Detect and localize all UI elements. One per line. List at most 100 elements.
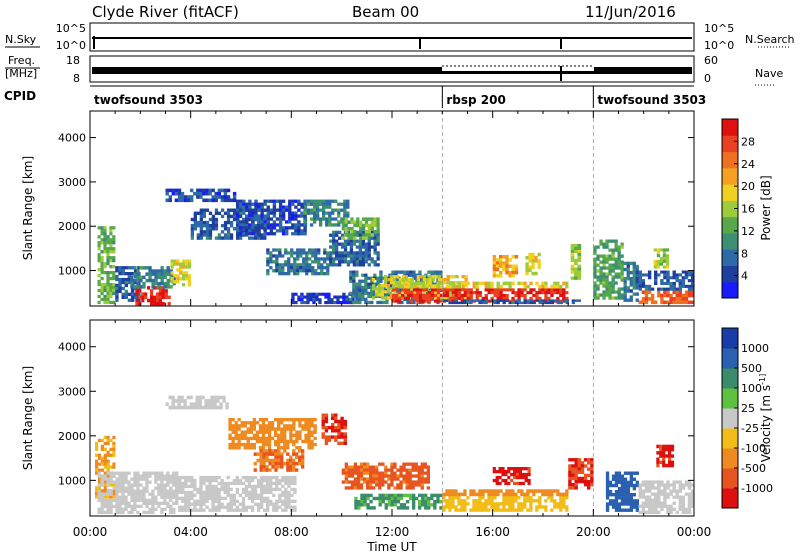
heatmap-cell	[423, 480, 427, 484]
heatmap-cell	[463, 288, 467, 292]
heatmap-cell	[103, 486, 107, 490]
heatmap-cell	[376, 223, 380, 228]
heatmap-cell	[460, 296, 464, 300]
heatmap-cell	[165, 198, 169, 203]
heatmap-cell	[420, 471, 424, 475]
heatmap-cell	[415, 288, 420, 292]
heatmap-cell	[361, 251, 365, 255]
heatmap-cell	[239, 226, 243, 230]
heatmap-cell	[160, 501, 164, 505]
heatmap-cell	[577, 464, 581, 468]
heatmap-cell	[662, 259, 667, 263]
heatmap-cell	[301, 424, 305, 428]
heatmap-cell	[298, 458, 302, 463]
heatmap-cell	[411, 468, 415, 472]
heatmap-region	[638, 480, 695, 514]
heatmap-cell	[97, 300, 101, 305]
heatmap-cell	[399, 474, 403, 478]
heatmap-cell	[660, 297, 664, 301]
heatmap-cell	[454, 505, 458, 509]
heatmap-cell	[623, 295, 627, 299]
heatmap-cell	[163, 501, 167, 505]
heatmap-cell	[437, 278, 441, 282]
heatmap-cell	[331, 422, 335, 427]
heatmap-cell	[124, 266, 128, 270]
heatmap-cell	[437, 275, 441, 279]
heatmap-cell	[384, 493, 388, 498]
heatmap-cell	[678, 297, 682, 301]
heatmap-cell	[678, 287, 682, 291]
heatmap-cell	[121, 474, 125, 478]
heatmap-cell	[620, 486, 625, 491]
heatmap-cell	[242, 217, 246, 222]
heatmap-cell	[327, 298, 331, 302]
heatmap-cell	[644, 504, 649, 508]
heatmap-cell	[272, 481, 276, 486]
heatmap-cell	[565, 296, 569, 300]
heatmap-cell	[115, 483, 119, 487]
heatmap-cell	[445, 284, 449, 289]
heatmap-cell	[272, 199, 277, 203]
heatmap-cell	[151, 272, 155, 276]
heatmap-cell	[364, 254, 368, 258]
heatmap-cell	[487, 281, 491, 286]
heatmap-cell	[511, 496, 515, 500]
heatmap-cell	[157, 281, 161, 286]
heatmap-cell	[678, 273, 682, 277]
colorbar-swatch	[722, 488, 738, 509]
heatmap-cell	[513, 481, 517, 486]
heatmap-cell	[660, 483, 664, 487]
heatmap-cell	[211, 198, 215, 203]
heatmap-cell	[514, 267, 519, 272]
heatmap-cell	[186, 195, 191, 199]
heatmap-cell	[681, 300, 686, 305]
heatmap-cell	[390, 465, 394, 469]
heatmap-cell	[629, 474, 633, 478]
heatmap-cell	[248, 217, 252, 222]
heatmap-cell	[175, 477, 179, 481]
heatmap-cell	[175, 501, 179, 505]
heatmap-cell	[335, 242, 339, 246]
heatmap-cell	[550, 508, 554, 512]
heatmap-cell	[97, 489, 101, 493]
heatmap-cell	[133, 480, 137, 484]
heatmap-cell	[313, 211, 317, 215]
heatmap-cell	[127, 492, 131, 496]
heatmap-cell	[244, 484, 249, 489]
heatmap-cell	[247, 493, 252, 497]
heatmap-cell	[362, 462, 367, 466]
heatmap-cell	[443, 296, 447, 300]
heatmap-cell	[205, 227, 210, 231]
heatmap-cell	[457, 281, 461, 286]
heatmap-cell	[660, 501, 664, 505]
heatmap-cell	[154, 275, 158, 280]
heatmap-cell	[657, 480, 661, 484]
heatmap-cell	[331, 199, 335, 203]
heatmap-cell	[300, 292, 304, 296]
heatmap-cell	[439, 506, 443, 510]
heatmap-cell	[199, 475, 203, 480]
heatmap-cell	[496, 284, 500, 289]
heatmap-cell	[663, 276, 667, 280]
heatmap-cell	[654, 273, 658, 277]
heatmap-cell	[266, 211, 270, 215]
heatmap-cell	[151, 501, 155, 505]
heatmap-cell	[517, 496, 521, 500]
heatmap-cell	[666, 273, 670, 277]
heatmap-cell	[538, 301, 542, 305]
heatmap-cell	[296, 251, 300, 255]
heatmap-cell	[593, 293, 597, 297]
heatmap-cell	[614, 257, 618, 261]
heatmap-cell	[469, 489, 473, 493]
heatmap-cell	[419, 275, 423, 279]
heatmap-cell	[515, 475, 520, 480]
heatmap-cell	[364, 242, 368, 246]
heatmap-cell	[490, 296, 494, 300]
heatmap-cell	[505, 270, 509, 275]
heatmap-cell	[231, 430, 235, 434]
heatmap-cell	[337, 223, 341, 227]
heatmap-cell	[617, 290, 621, 294]
heatmap-cell	[358, 260, 362, 264]
heatmap-cell	[684, 300, 689, 305]
heatmap-cell	[641, 480, 646, 484]
